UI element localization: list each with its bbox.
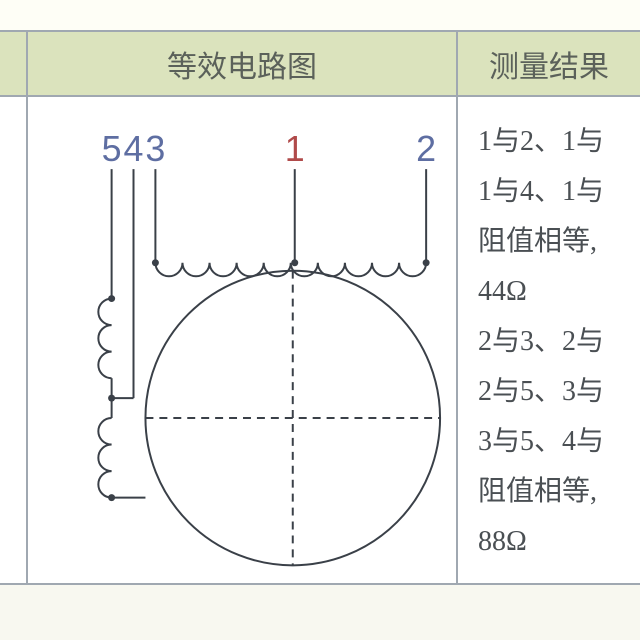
terminal-4-label: 4 bbox=[124, 129, 144, 169]
header-row: 等效电路图 测量结果 bbox=[0, 30, 640, 97]
measurement-result-cell: 1与2、1与 1与4、1与 阻值相等, 44Ω 2与3、2与 2与5、3与 3与… bbox=[458, 97, 640, 585]
header-measurement-result: 测量结果 bbox=[458, 30, 640, 97]
terminal-3-label: 3 bbox=[145, 129, 165, 169]
terminal-1-label: 1 bbox=[285, 129, 305, 169]
body-left-stub bbox=[0, 97, 28, 585]
terminal-5-label: 5 bbox=[102, 129, 122, 169]
page: 等效电路图 测量结果 543 1 2 1与2、1与 1与4、1与 阻值相等, 44Ω… bbox=[0, 0, 640, 640]
equivalent-circuit-diagram: 543 1 2 bbox=[28, 97, 456, 583]
body-row: 543 1 2 1与2、1与 1与4、1与 阻值相等, 44Ω 2与3、2与 2与5… bbox=[0, 97, 640, 585]
header-right-label: 测量结果 bbox=[489, 42, 609, 86]
measurement-result-text: 1与2、1与 1与4、1与 阻值相等, 44Ω 2与3、2与 2与5、3与 3与… bbox=[458, 97, 640, 577]
circuit-diagram-cell: 543 1 2 bbox=[28, 97, 458, 585]
header-equivalent-circuit: 等效电路图 bbox=[28, 30, 458, 97]
header-mid-label: 等效电路图 bbox=[167, 42, 317, 86]
header-left-stub bbox=[0, 30, 28, 97]
table: 等效电路图 测量结果 543 1 2 1与2、1与 1与4、1与 阻值相等, 44Ω… bbox=[0, 30, 640, 585]
terminal-2-label: 2 bbox=[416, 129, 436, 169]
